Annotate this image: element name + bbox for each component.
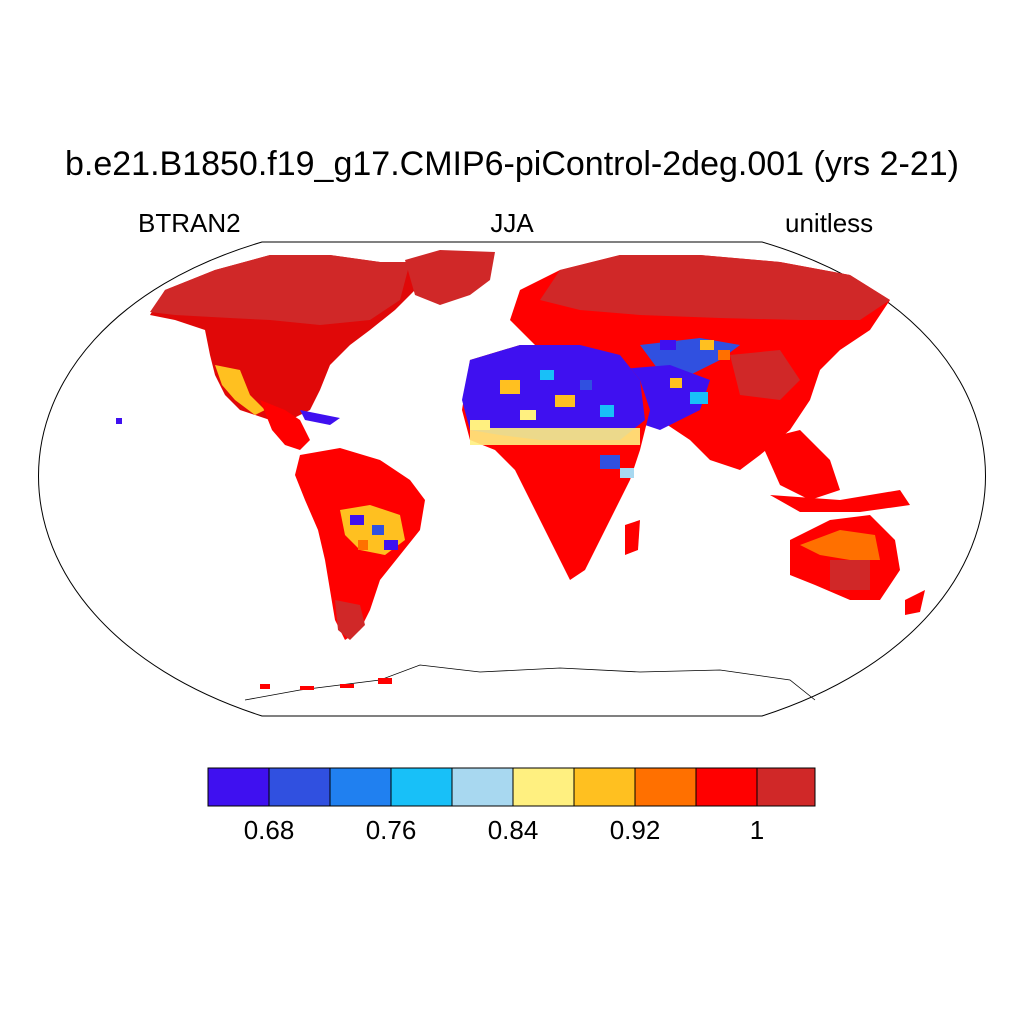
colorbar-box-5 [451,767,514,807]
southeast-asia [760,430,840,500]
units-label: unitless [785,208,874,238]
sahel-band [470,428,640,445]
indonesia [770,490,910,512]
colorbar-box-8 [634,767,697,807]
patagonia [335,600,365,640]
mexico-dry [215,365,265,415]
antarctica-coast [244,664,816,701]
sahara-dry [462,345,645,440]
siberia [540,255,890,320]
colorbar-box-1 [207,767,270,807]
colorbar-box-6 [512,767,575,807]
colorbar-box-7 [573,767,636,807]
caribbean [300,410,340,425]
australia-dry [800,530,880,560]
colorbar [207,767,816,807]
colorbar-tick-label: 0.68 [243,815,295,845]
tibet [730,350,800,400]
new-zealand [905,590,925,615]
colorbar-box-3 [329,767,392,807]
season-label: JJA [490,208,534,238]
variable-label: BTRAN2 [138,208,241,238]
map-frame [38,241,986,717]
north-america-arctic [150,255,410,325]
colorbar-box-2 [268,767,331,807]
india [690,400,740,460]
map-title: b.e21.B1850.f19_g17.CMIP6-piControl-2deg… [65,145,959,183]
pacific-island [116,418,122,424]
colorbar-tick-label: 0.84 [487,815,539,845]
central-america [260,400,310,450]
colorbar-tick-label: 0.92 [609,815,661,845]
colorbar-box-9 [695,767,758,807]
madagascar [625,520,640,555]
land-field [116,250,925,701]
greenland [405,250,495,305]
colorbar-box-4 [390,767,453,807]
colorbar-tick-label: 0.76 [365,815,417,845]
colorbar-tick-label: 1 [749,815,765,845]
colorbar-box-10 [756,767,816,807]
